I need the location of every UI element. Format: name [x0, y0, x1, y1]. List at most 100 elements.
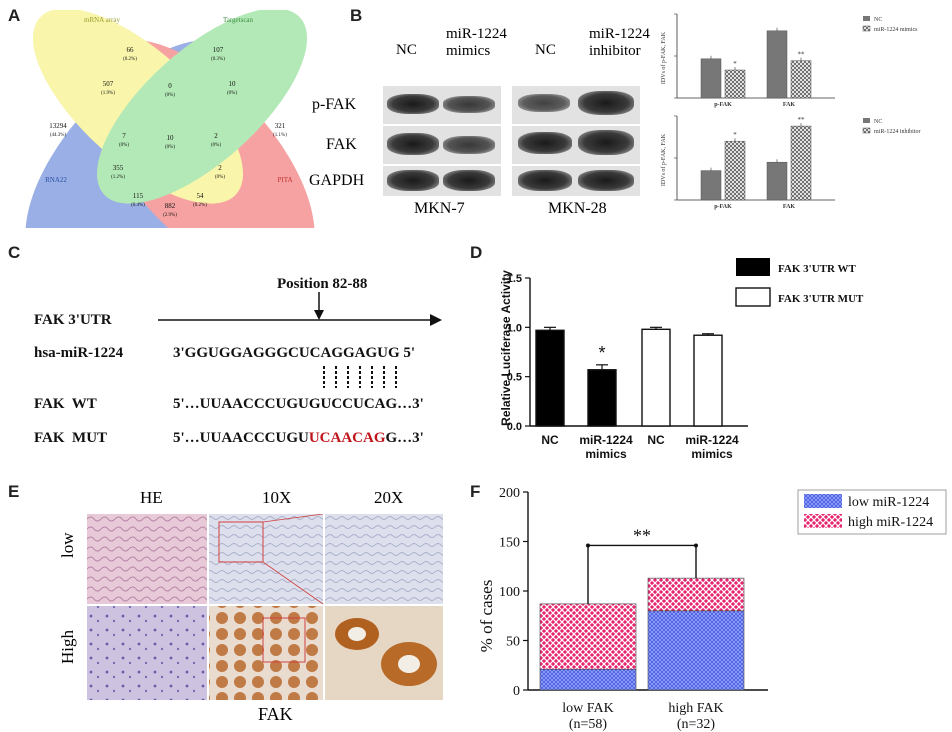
tick-label: NC	[541, 433, 559, 447]
venn-region-pct: (1.9%)	[101, 91, 115, 96]
venn-region-count: 882	[165, 202, 176, 210]
venn-region-pct: (0.2%)	[193, 203, 207, 208]
ihc-col-label: 20X	[374, 488, 404, 507]
significance-mark: **	[798, 116, 806, 124]
tick-label: miR-1224	[685, 433, 739, 447]
mut-sequence: 5'…UUAACCCUGUUCAACAGG…3'	[173, 430, 424, 447]
blot-band	[443, 96, 495, 113]
tick-label: 50	[506, 635, 520, 650]
blot-band	[518, 170, 572, 191]
venn-region-count: 10	[229, 80, 237, 88]
wt-sequence: 5'…UUAACCCUGUGUCCUCAG…3'	[173, 396, 424, 412]
venn-region-pct: (0%)	[119, 143, 129, 148]
tick-label: FAK	[783, 102, 796, 108]
bar-chart-ifak-mimics: IDVs of p-FAK, FAK p-FAK * FAK ** NC miR-12…	[660, 13, 918, 108]
blot-band	[443, 170, 495, 191]
bar	[724, 140, 746, 201]
venn-region-pct: (0.2%)	[123, 57, 137, 62]
bar	[790, 60, 812, 99]
venn-region-pct: (0%)	[165, 145, 175, 150]
tick-label: 100	[499, 585, 520, 600]
venn-set-label: mRNA array	[84, 16, 120, 24]
blot-band	[518, 94, 570, 112]
legend-label: NC	[874, 119, 882, 125]
seq-row-label: hsa-miR-1224	[34, 345, 124, 361]
bar	[766, 30, 788, 99]
venn-region-count: 507	[103, 80, 114, 88]
bar-segment	[539, 668, 637, 691]
tick-note: (n=32)	[677, 717, 716, 732]
venn-region-count: 107	[213, 46, 224, 54]
tick-label: mimics	[691, 447, 733, 461]
venn-region-pct: (0.3%)	[211, 57, 225, 62]
base-pairing-lines	[323, 366, 397, 388]
significance-mark: *	[598, 343, 605, 363]
venn-region-count: 0	[168, 82, 172, 90]
bar	[724, 69, 746, 99]
western-col-label: NC	[396, 42, 417, 58]
tick-label: p-FAK	[714, 102, 732, 108]
bar	[693, 334, 723, 427]
blot-band	[443, 136, 495, 154]
significance-mark: *	[733, 60, 737, 68]
axis-label-y: Relative Luciferase Activity	[499, 270, 513, 426]
ihc-image-grid	[87, 514, 443, 700]
western-row-label: GAPDH	[309, 172, 365, 189]
venn-region-count: 54	[197, 192, 205, 200]
ihc-col-label: 10X	[262, 488, 292, 507]
bar-chart-ifak-inhibitor: IDVs of p-FAK, FAK p-FAK * FAK ** NC miR-12…	[660, 115, 921, 210]
western-col-label: miR-1224 mimics	[446, 26, 507, 59]
venn-set-label: Targetscan	[223, 16, 254, 24]
legend-label: miR-1224 inhibitor	[874, 129, 921, 135]
ihc-he-high	[87, 606, 207, 700]
venn-region-count: 13294	[49, 122, 67, 130]
venn-region-pct: (44.3%)	[50, 133, 67, 138]
venn-region-pct: (0%)	[227, 91, 237, 96]
bar	[766, 161, 788, 201]
venn-set-label: PITA	[278, 176, 293, 184]
tick-label: high FAK	[668, 701, 723, 716]
legend-label: low miR-1224	[848, 495, 929, 510]
tick-note: (n=58)	[569, 717, 608, 732]
venn-region-count: 355	[113, 164, 124, 172]
position-label: Position 82-88	[277, 276, 368, 292]
bar	[641, 328, 671, 427]
seq-row-label: FAK WT	[34, 396, 97, 412]
tick-label: 150	[499, 536, 520, 551]
venn-region-count: 115	[133, 192, 144, 200]
western-col-label: miR-1224 inhibitor	[589, 26, 650, 59]
bar-segment	[647, 577, 745, 612]
cell-line-label: MKN-28	[548, 200, 607, 217]
venn-set-label: RNA22	[45, 176, 67, 184]
significance-mark: **	[798, 51, 806, 59]
venn-region-pct: (0%)	[165, 93, 175, 98]
legend-label: NC	[874, 17, 882, 23]
bar-segment	[539, 603, 637, 670]
venn-region-count: 66	[127, 46, 135, 54]
tick-label: 1.0	[507, 322, 522, 334]
mir-sequence: 3'GGUGGAGGGCUCAGGAGUG 5'	[173, 345, 416, 361]
legend-label: high miR-1224	[848, 515, 933, 530]
venn-diagram: mRNA array Targetscan RNA22 PITA 13294 (4…	[25, 10, 315, 228]
axis-label-y: IDVs of p-FAK, FAK	[660, 133, 667, 186]
axis-label-y: % of cases	[478, 580, 496, 653]
panel-label-a: A	[8, 6, 21, 25]
venn-region-count: 10	[167, 134, 175, 142]
bar	[700, 170, 722, 201]
venn-region-count: 2	[214, 132, 218, 140]
ihc-20x-low	[325, 514, 443, 604]
legend-label: FAK 3'UTR WT	[778, 263, 856, 275]
ihc-col-label: HE	[140, 488, 163, 507]
significance-bracket	[587, 544, 697, 604]
significance-mark: **	[633, 525, 651, 545]
tick-label: FAK	[783, 204, 796, 210]
tick-label: mimics	[585, 447, 627, 461]
bar	[700, 58, 722, 99]
tick-label: 0.5	[507, 372, 522, 384]
western-col-label: NC	[535, 42, 556, 58]
seq-row-label: FAK MUT	[34, 430, 108, 446]
bar-segment	[647, 610, 745, 691]
panel-label-d: D	[470, 243, 483, 262]
legend-label: miR-1224 mimics	[874, 27, 918, 33]
venn-region-count: 2	[218, 164, 222, 172]
